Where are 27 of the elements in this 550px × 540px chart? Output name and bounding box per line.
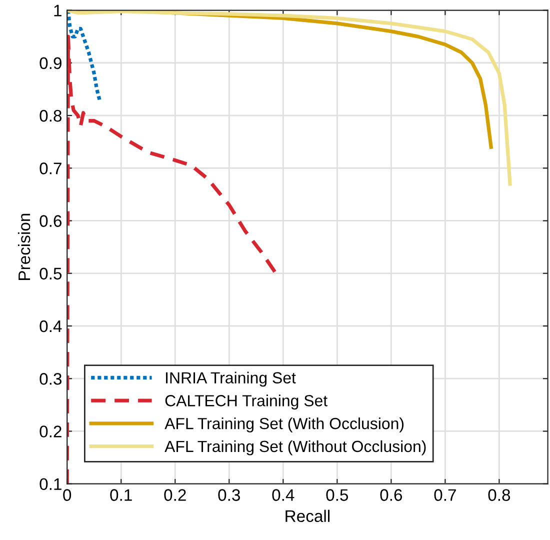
y-tick-label: 0.7 xyxy=(40,162,62,174)
x-tick-label: 0.5 xyxy=(326,489,348,501)
x-tick-label: 0.7 xyxy=(434,489,456,501)
y-axis-title: Precision xyxy=(18,214,30,280)
legend-label: INRIA Training Set xyxy=(166,372,296,387)
legend-label: AFL Training Set (Without Occlusion) xyxy=(164,440,426,456)
x-tick-label: 0.3 xyxy=(218,489,240,501)
legend-label: AFL Training Set (With Occlusion) xyxy=(164,417,404,432)
x-tick-label: 0.4 xyxy=(272,489,294,501)
y-tick-label: 0.5 xyxy=(40,268,62,280)
x-tick-label: 0.1 xyxy=(110,489,132,501)
x-tick-label: 0.8 xyxy=(488,489,510,501)
line-series xyxy=(67,10,512,186)
x-axis-title: Recall xyxy=(286,510,330,522)
y-tick-label: 0.4 xyxy=(40,320,62,332)
y-tick-label: 0.3 xyxy=(40,373,62,385)
y-tick-label: 0.6 xyxy=(40,215,62,227)
y-tick-label: 0.1 xyxy=(40,478,62,490)
x-tick-label: 0.6 xyxy=(380,489,402,501)
legend-label: CALTECH Training Set xyxy=(165,394,328,410)
y-tick-label: 0.8 xyxy=(40,110,62,122)
line-series xyxy=(67,10,102,102)
y-tick-label: 1 xyxy=(54,4,62,16)
x-tick-label: 0 xyxy=(63,489,72,501)
x-tick-label: 0.2 xyxy=(164,489,186,501)
y-tick-label: 0.9 xyxy=(40,57,62,70)
y-tick-label: 0.2 xyxy=(40,426,62,438)
